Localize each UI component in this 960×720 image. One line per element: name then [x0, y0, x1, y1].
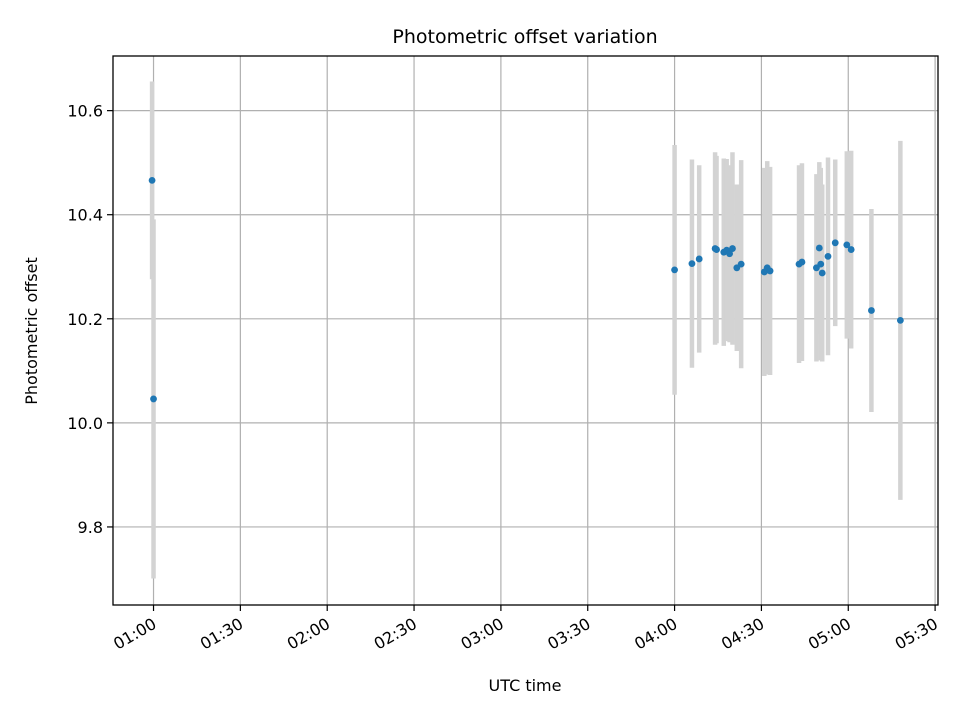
y-tick-label: 9.8	[78, 518, 103, 537]
x-tick-label: 01:30	[197, 614, 246, 654]
plot-area	[112, 55, 939, 606]
data-points	[148, 176, 904, 403]
x-tick-label: 05:00	[805, 614, 854, 654]
data-point	[671, 266, 678, 274]
data-point	[831, 239, 839, 247]
data-point	[148, 176, 156, 184]
x-tick-label: 04:30	[718, 614, 767, 654]
x-tick-label: 03:30	[544, 614, 593, 654]
data-point	[688, 260, 696, 268]
data-point	[729, 245, 736, 252]
data-point	[824, 252, 832, 260]
data-point	[868, 307, 875, 314]
data-point	[896, 316, 904, 324]
data-point	[150, 395, 157, 403]
x-tick-label: 02:30	[371, 614, 420, 654]
data-point	[695, 255, 703, 263]
data-point	[843, 241, 851, 249]
y-tick-label: 10.0	[67, 414, 103, 433]
data-point	[798, 258, 806, 266]
y-tick-label: 10.6	[67, 102, 103, 121]
x-axis-title: UTC time	[489, 676, 562, 695]
x-tick-label: 03:00	[457, 614, 506, 654]
data-point	[726, 250, 733, 258]
y-axis-ticks: 9.8 10.0 10.2 10.4 10.6	[67, 102, 113, 537]
data-point	[766, 267, 774, 275]
chart-title: Photometric offset variation	[392, 26, 657, 48]
data-point	[818, 269, 826, 277]
y-tick-label: 10.2	[67, 310, 103, 329]
x-axis-ticks: 01:00 01:30 02:00 02:30 03:00 03:30 04:00 04:30…	[110, 605, 941, 654]
data-point	[847, 246, 855, 253]
data-point	[713, 246, 720, 253]
x-tick-label: 01:00	[110, 614, 159, 654]
y-axis-title: Photometric offset	[22, 257, 41, 405]
error-bars	[149, 81, 903, 579]
data-point	[815, 244, 823, 252]
x-tick-label: 05:30	[892, 614, 941, 654]
data-point	[737, 260, 745, 268]
x-tick-label: 02:00	[284, 614, 333, 654]
x-tick-label: 04:00	[631, 614, 680, 654]
data-point	[817, 260, 825, 268]
y-tick-label: 10.4	[67, 206, 103, 225]
